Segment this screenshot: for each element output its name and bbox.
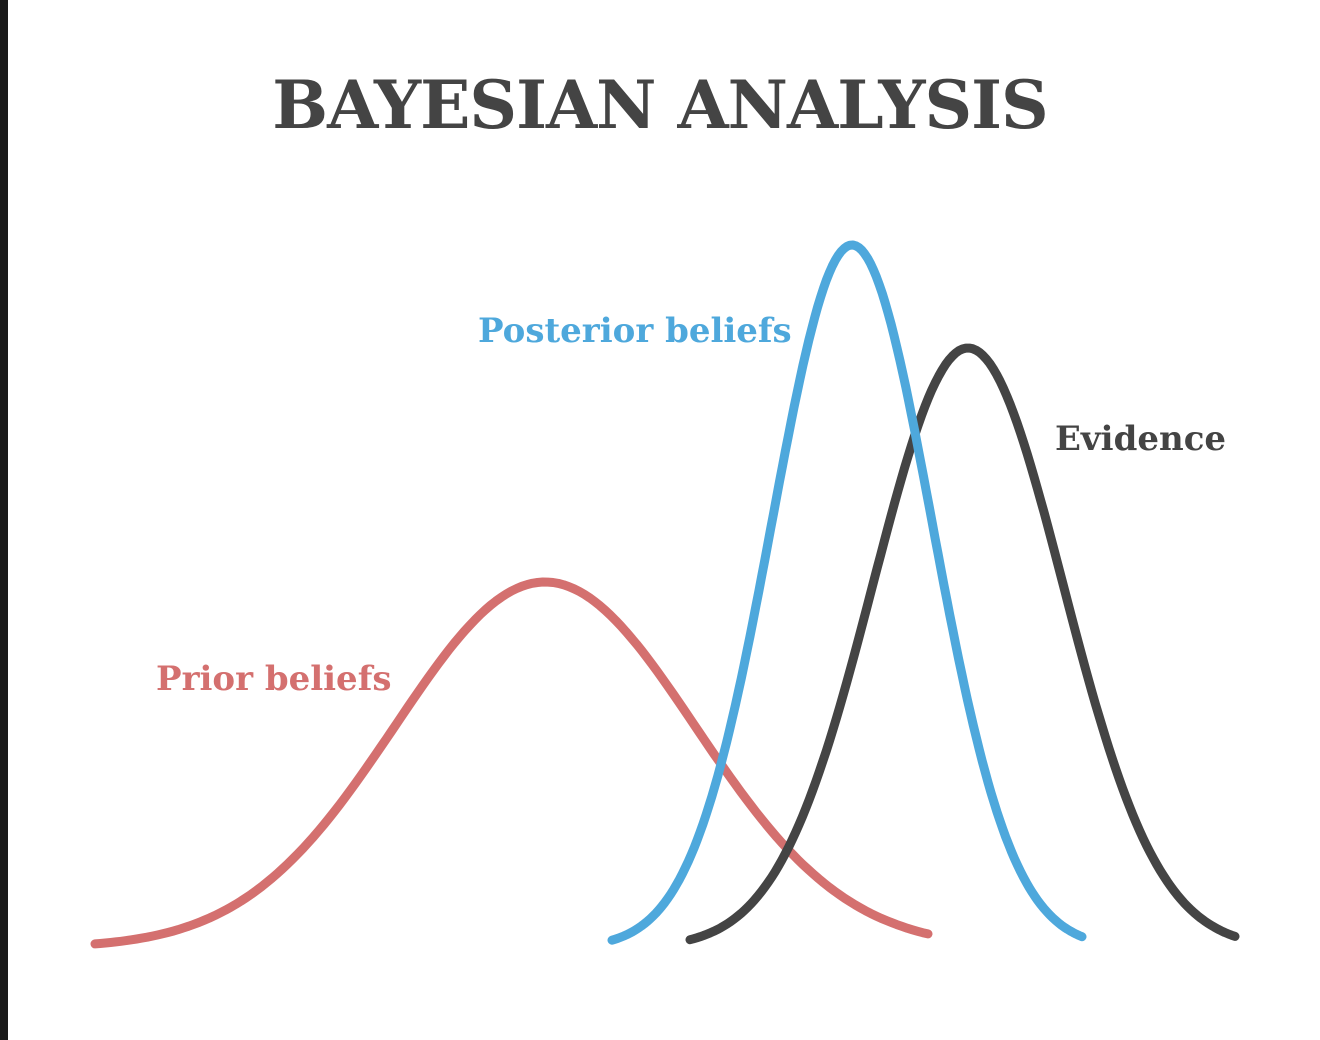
posterior-beliefs-label: Posterior beliefs [478,311,792,351]
diagram-title: BAYESIAN ANALYSIS [272,66,1048,144]
posterior-beliefs-curve [607,240,1087,945]
prior-beliefs-curve [90,577,933,949]
evidence-label: Evidence [1055,419,1226,459]
prior-beliefs-label: Prior beliefs [156,659,391,699]
left-edge-border [0,0,8,1040]
evidence-curve [685,343,1240,945]
